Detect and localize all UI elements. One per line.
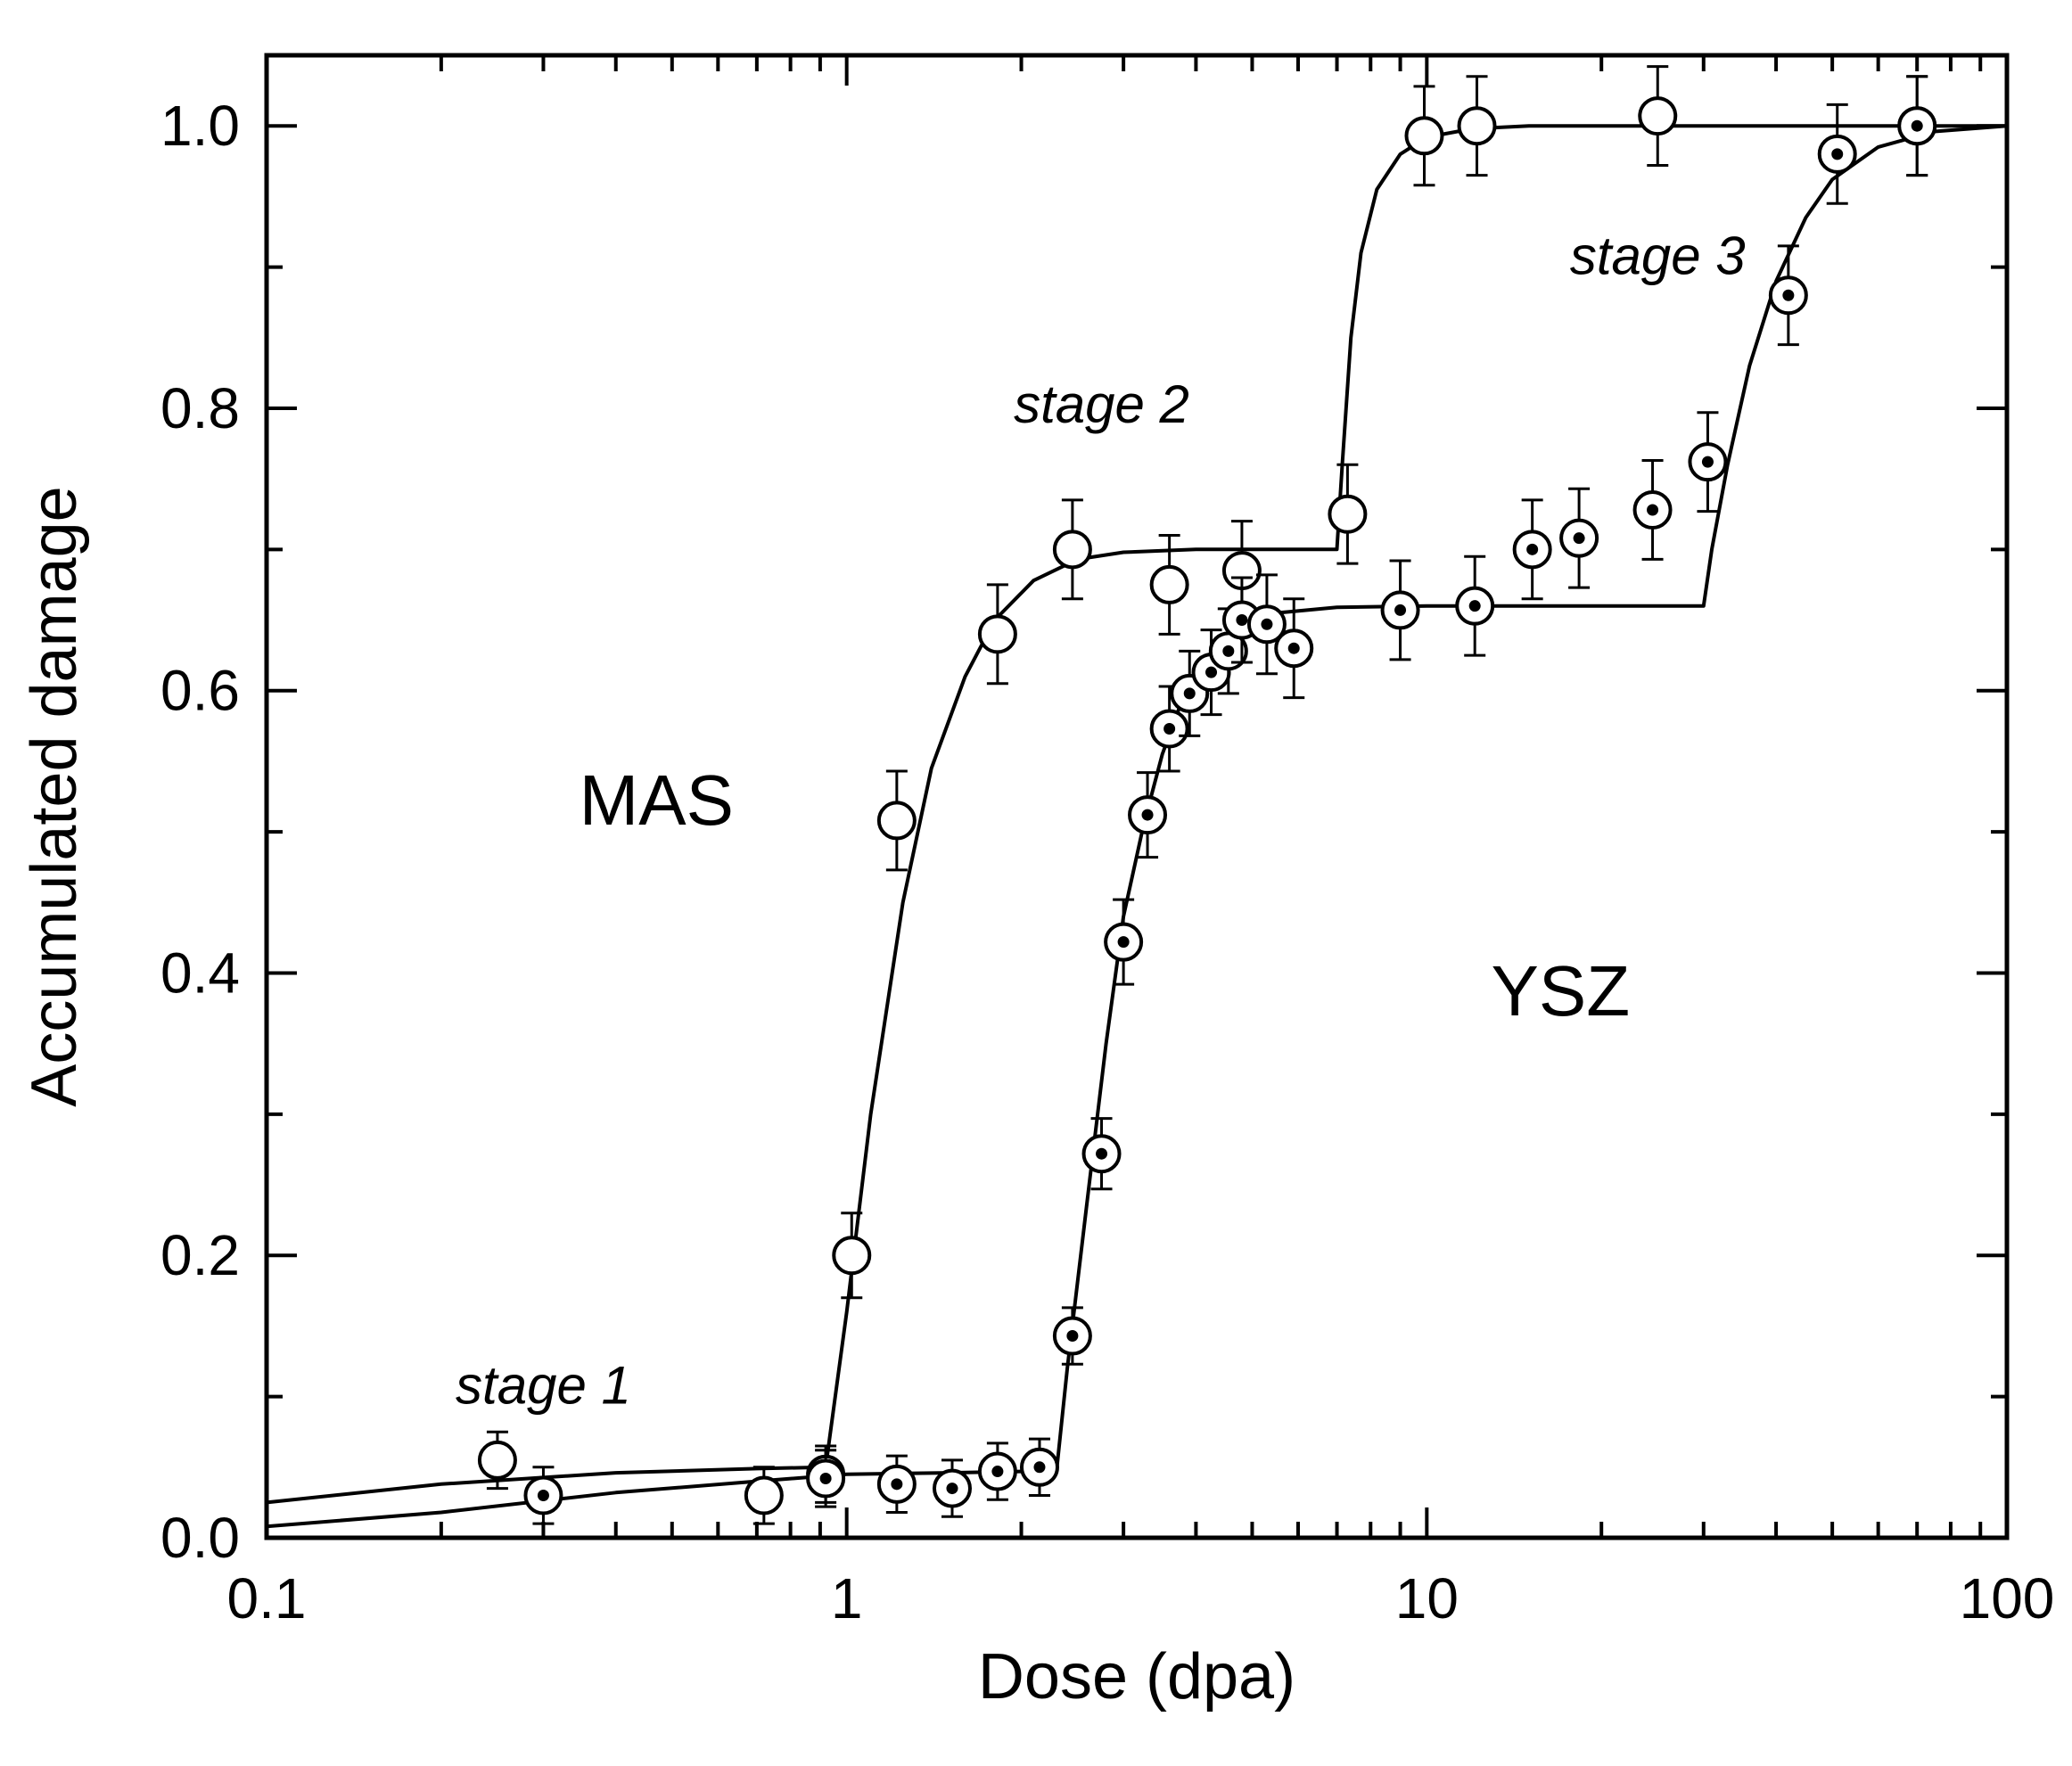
ysz-label: YSZ <box>1491 951 1630 1031</box>
ysz-marker-dot <box>1066 1330 1079 1343</box>
x-tick-label: 0.1 <box>227 1566 307 1630</box>
mas-label: MAS <box>580 760 734 840</box>
y-tick-label: 0.6 <box>160 659 240 723</box>
mas-marker <box>1328 494 1368 534</box>
ysz-marker-dot <box>1647 504 1659 516</box>
ysz-point <box>1081 1117 1122 1191</box>
tick-labels: 0.1 1 10 100 0.0 0.2 0.4 0.6 0.8 1.0 <box>160 94 2054 1630</box>
ysz-marker-dot <box>1701 456 1714 468</box>
axis-ticks <box>265 55 2007 1540</box>
ysz-marker-dot <box>1911 119 1923 132</box>
mas-point <box>744 1466 784 1525</box>
ysz-marker-dot <box>1117 936 1130 949</box>
ysz-point <box>1559 487 1599 589</box>
ysz-marker-dot <box>891 1478 903 1491</box>
mas-marker <box>876 801 917 841</box>
ysz-point <box>876 1454 917 1514</box>
ysz-marker-dot <box>1831 148 1844 160</box>
ysz-marker-dot <box>1782 289 1795 301</box>
stage-2-label: stage 2 <box>1014 374 1189 434</box>
ysz-point <box>1512 498 1552 601</box>
ysz-marker-dot <box>1222 645 1235 657</box>
y-axis-title: Accumulated damage <box>19 486 90 1106</box>
ysz-point <box>806 1449 846 1508</box>
ysz-marker-dot <box>1141 809 1154 821</box>
mas-point <box>977 583 1017 686</box>
ysz-point <box>1221 576 1262 664</box>
mas-marker <box>477 1440 517 1480</box>
ysz-marker-dot <box>1468 600 1481 612</box>
ysz-point <box>1455 554 1495 657</box>
ysz-marker-dot <box>1096 1147 1108 1160</box>
ysz-point <box>1688 411 1728 513</box>
ysz-marker-dot <box>1573 532 1585 545</box>
y-tick-label: 0.0 <box>160 1506 240 1570</box>
mas-point <box>1149 533 1189 636</box>
x-tick-label: 10 <box>1395 1566 1459 1630</box>
ysz-point <box>1246 573 1287 676</box>
mas-marker <box>1149 564 1189 604</box>
ysz-point <box>1052 1306 1092 1366</box>
ysz-point <box>1380 559 1420 661</box>
ysz-point <box>523 1466 563 1525</box>
ysz-point <box>1897 75 1937 177</box>
ysz-point <box>1149 685 1189 773</box>
mas-point <box>1638 65 1678 168</box>
mas-point <box>477 1430 517 1491</box>
mas-marker <box>832 1236 872 1276</box>
x-axis-title: Dose (dpa) <box>978 1641 1295 1713</box>
x-tick-label: 100 <box>1960 1566 2055 1630</box>
y-tick-label: 1.0 <box>160 94 240 158</box>
mas-marker <box>1052 530 1092 570</box>
ysz-point <box>1817 103 1857 205</box>
ysz-point <box>1274 597 1314 700</box>
plot-frame <box>264 53 2010 1540</box>
ysz-marker-dot <box>1163 722 1176 735</box>
ysz-marker-dot <box>1394 604 1407 616</box>
ysz-point <box>1019 1437 1059 1497</box>
ysz-marker-dot <box>1183 687 1196 700</box>
ysz-marker-dot <box>1287 642 1300 654</box>
mas-point <box>1328 463 1368 565</box>
y-tick-label: 0.8 <box>160 376 240 440</box>
mas-marker <box>1404 116 1444 156</box>
mas-point <box>1052 498 1092 601</box>
stage-1-label: stage 1 <box>456 1356 631 1416</box>
ysz-marker-dot <box>1205 666 1218 678</box>
ysz-marker-dot <box>537 1489 549 1501</box>
y-tick-label: 0.2 <box>160 1223 240 1287</box>
mas-marker <box>744 1475 784 1515</box>
mas-marker <box>977 614 1017 654</box>
ysz-marker-dot <box>1261 618 1273 630</box>
ysz-marker-dot <box>1526 543 1539 555</box>
ysz-marker-dot <box>946 1483 958 1495</box>
mas-point <box>1404 85 1444 187</box>
mas-point <box>832 1212 872 1300</box>
ysz-point <box>977 1442 1017 1501</box>
ysz-marker-dot <box>1033 1461 1046 1474</box>
x-tick-label: 1 <box>831 1566 863 1630</box>
mas-point <box>1457 75 1497 177</box>
mas-marker <box>1457 106 1497 146</box>
mas-point <box>876 769 917 872</box>
ysz-point <box>1170 649 1210 737</box>
ysz-point <box>932 1458 972 1518</box>
ysz-point <box>1632 459 1673 561</box>
mas-marker <box>1638 96 1678 136</box>
ysz-point <box>1768 244 1808 347</box>
ysz-marker-dot <box>991 1466 1004 1478</box>
data-points <box>477 65 1937 1525</box>
y-tick-label: 0.4 <box>160 940 240 1005</box>
stage-3-label: stage 3 <box>1570 226 1746 285</box>
ysz-point <box>1128 771 1168 859</box>
ysz-marker-dot <box>819 1472 832 1484</box>
ysz-point <box>1104 898 1144 986</box>
ysz-marker-dot <box>1236 614 1248 627</box>
